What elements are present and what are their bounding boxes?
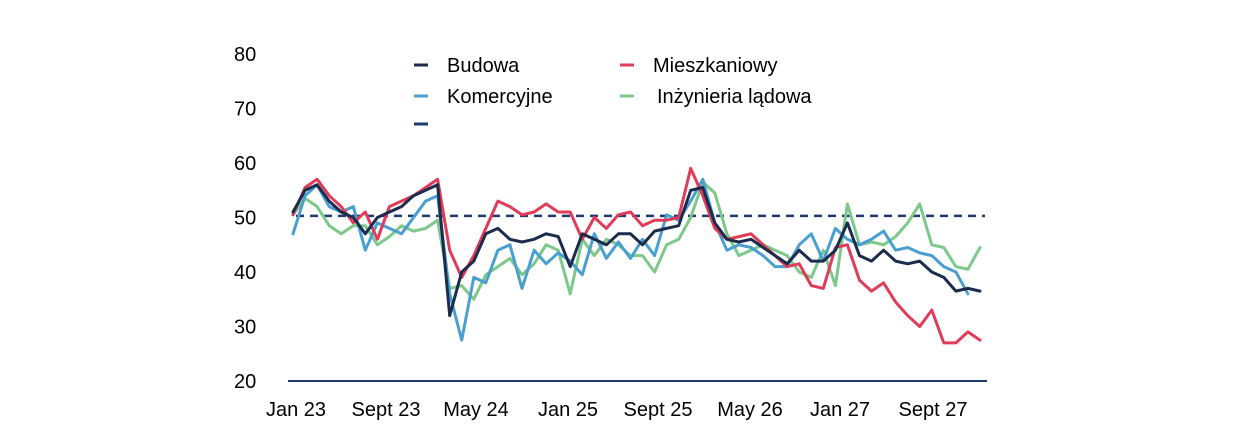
x-tick-label: Sept 27 <box>899 399 968 421</box>
y-tick-label: 40 <box>234 262 256 284</box>
series-line-mieszkaniowy <box>291 166 982 345</box>
legend-label-mieszkaniowy: Mieszkaniowy <box>653 55 777 77</box>
y-tick-labels: 80 70 60 50 40 30 20 <box>234 44 256 393</box>
legend-label-komercyjne: Komercyjne <box>447 86 553 108</box>
x-tick-label: Sept 25 <box>624 399 693 421</box>
x-tick-label: May 26 <box>717 399 783 421</box>
y-tick-label: 60 <box>234 153 256 175</box>
legend-label-budowa: Budowa <box>447 55 520 77</box>
y-tick-label: 50 <box>234 208 256 230</box>
series-line-budowa <box>291 183 982 318</box>
y-tick-label: 80 <box>234 44 256 66</box>
x-tick-label: Jan 25 <box>538 399 598 421</box>
x-tick-label: May 24 <box>443 399 509 421</box>
y-tick-label: 30 <box>234 317 256 339</box>
y-tick-label: 20 <box>234 371 256 393</box>
y-tick-label: 70 <box>234 99 256 121</box>
series-layer <box>291 166 982 345</box>
x-tick-label: Sept 23 <box>352 399 421 421</box>
x-tick-labels: Jan 23 Sept 23 May 24 Jan 25 Sept 25 May 26 Ja… <box>266 399 968 421</box>
x-tick-label: Jan 27 <box>810 399 870 421</box>
legend-label-inzynieria-ladowa: Inżynieria lądowa <box>657 86 812 108</box>
legend: Budowa Mieszkaniowy Komercyjne Inżynieria l… <box>414 55 812 126</box>
x-tick-label: Jan 23 <box>266 399 326 421</box>
